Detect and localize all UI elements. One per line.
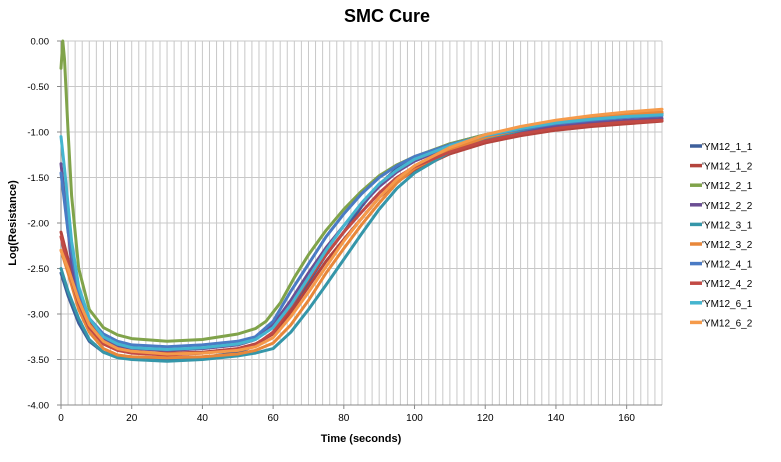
series-line-1	[59, 112, 664, 361]
chart-title: SMC Cure	[344, 6, 430, 26]
y-axis-label: Log(Resistance)	[7, 180, 19, 266]
y-tick-label: -0.50	[27, 82, 49, 93]
legend-label: 'YM12_4_2	[702, 279, 753, 290]
series-line-8	[59, 118, 664, 357]
legend-label: 'YM12_6_1	[702, 299, 753, 310]
y-tick-label: -3.00	[27, 310, 49, 321]
y-tick-label: -1.50	[27, 173, 49, 184]
y-tick-label: -2.00	[27, 219, 49, 230]
x-axis-label: Time (seconds)	[321, 433, 402, 445]
y-tick-label: -3.50	[27, 355, 49, 366]
legend-label: 'YM12_2_1	[702, 181, 753, 192]
series-line-5	[59, 112, 664, 363]
legend-label: 'YM12_1_1	[702, 142, 753, 153]
x-tick-label: 60	[268, 413, 280, 424]
axes-layer: 0.00 -0.50 -1.00 -1.50 -2.00 -2.50 -3.00 -3.50 -…	[27, 37, 662, 424]
series-line-10	[59, 107, 664, 356]
x-tick-label: 40	[197, 413, 209, 424]
legend: 'YM12_1_1 'YM12_1_2 'YM12_2_1 'YM12_2_2 'YM1…	[690, 142, 753, 329]
x-tick-label: 80	[338, 413, 350, 424]
legend-label: 'YM12_1_2	[702, 162, 753, 173]
legend-label: 'YM12_6_2	[702, 318, 753, 329]
x-tick-label: 0	[58, 413, 64, 424]
series-line-7	[59, 114, 664, 349]
x-tick-label: 20	[126, 413, 138, 424]
legend-label: 'YM12_2_2	[702, 201, 753, 212]
x-tick-label: 160	[618, 413, 635, 424]
x-tick-label: 100	[406, 413, 423, 424]
x-tick-label: 120	[477, 413, 494, 424]
y-tick-label: -1.00	[27, 128, 49, 139]
y-tick-label: -4.00	[27, 401, 49, 412]
legend-label: 'YM12_4_1	[702, 260, 753, 271]
x-tick-label: 140	[548, 413, 565, 424]
legend-label: 'YM12_3_1	[702, 220, 753, 231]
legend-label: 'YM12_3_2	[702, 240, 753, 251]
series-line-2	[59, 119, 664, 355]
y-tick-label: -2.50	[27, 264, 49, 275]
series-layer	[59, 39, 664, 363]
y-tick-label: 0.00	[31, 37, 50, 48]
